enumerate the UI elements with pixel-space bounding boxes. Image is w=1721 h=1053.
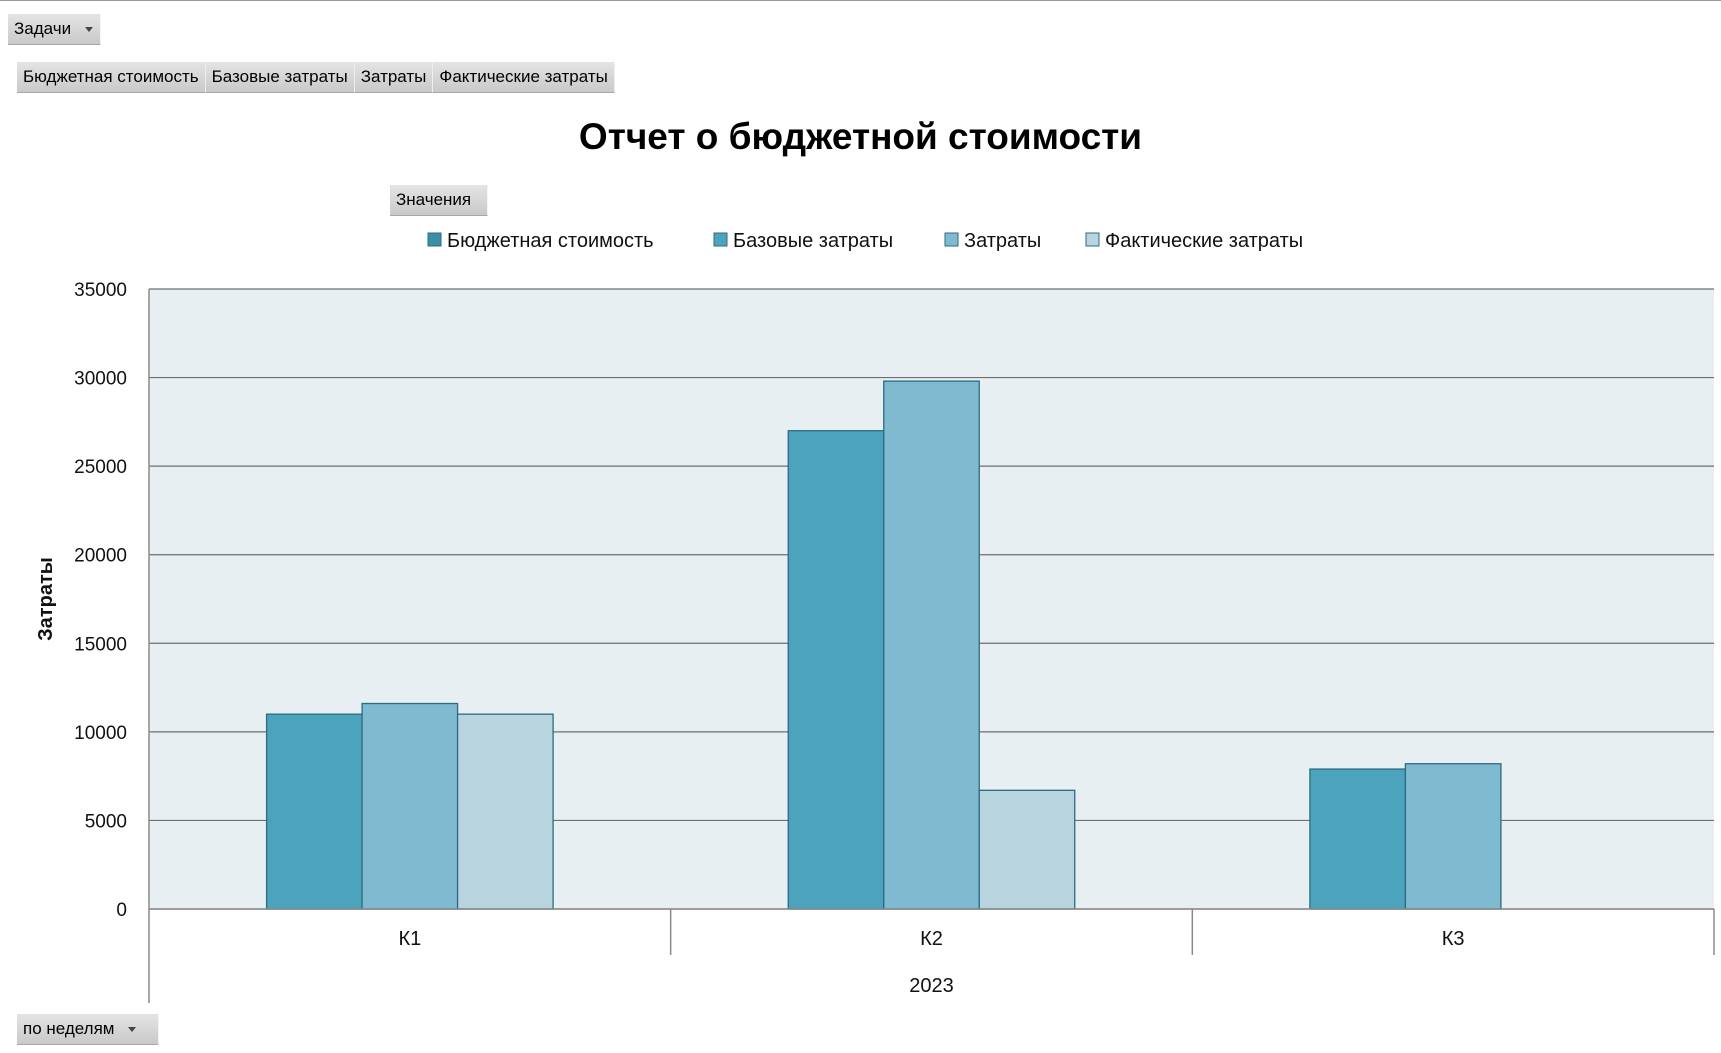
bar [361,702,459,910]
top-divider [0,0,1721,1]
legend-label: Фактические затраты [1105,230,1303,252]
values-field-button[interactable]: Значения [390,185,488,216]
y-axis-label: Затраты [35,557,57,641]
bar [1404,763,1502,910]
bar [456,713,554,910]
bar [883,380,980,910]
period-dropdown[interactable]: по неделям [17,1014,159,1045]
field-button-cost[interactable]: Затраты [354,62,434,93]
y-tick-label: 15000 [74,634,127,655]
y-tick-label: 5000 [85,811,127,832]
field-button-actual-cost[interactable]: Фактические затраты [433,62,615,93]
bar [1309,768,1407,910]
field-button-baseline-cost[interactable]: Базовые затраты [205,62,355,93]
task-filter-label: Задачи [14,19,72,38]
task-filter-dropdown[interactable]: Задачи [8,14,101,45]
legend-swatch [944,232,959,247]
legend-label: Затраты [964,230,1041,252]
legend-label: Бюджетная стоимость [447,230,654,252]
bar [787,430,885,910]
y-tick-label: 20000 [74,546,127,567]
values-field-label: Значения [396,190,472,209]
x-tick-label: К2 [920,928,943,950]
x-tick-label: К3 [1442,928,1465,950]
bar [978,789,1076,910]
legend-swatch [1085,232,1100,247]
legend-swatch [427,232,442,247]
chart-title: Отчет о бюджетной стоимости [578,116,1143,157]
chevron-down-icon [128,1026,137,1032]
x-tick-label: К1 [398,928,421,950]
x-group-label: 2023 [909,975,954,997]
field-button-budget-cost[interactable]: Бюджетная стоимость [17,62,206,93]
value-field-buttons: Бюджетная стоимость Базовые затраты Затр… [17,62,615,93]
bar [265,713,363,910]
y-tick-label: 10000 [74,723,127,744]
legend-swatch [713,232,728,247]
legend-label: Базовые затраты [733,230,893,252]
period-label: по неделям [23,1019,115,1038]
chevron-down-icon [85,26,94,32]
y-tick-label: 30000 [74,369,127,390]
y-tick-label: 25000 [74,457,127,478]
y-tick-label: 0 [116,900,127,921]
y-tick-label: 35000 [74,280,127,301]
